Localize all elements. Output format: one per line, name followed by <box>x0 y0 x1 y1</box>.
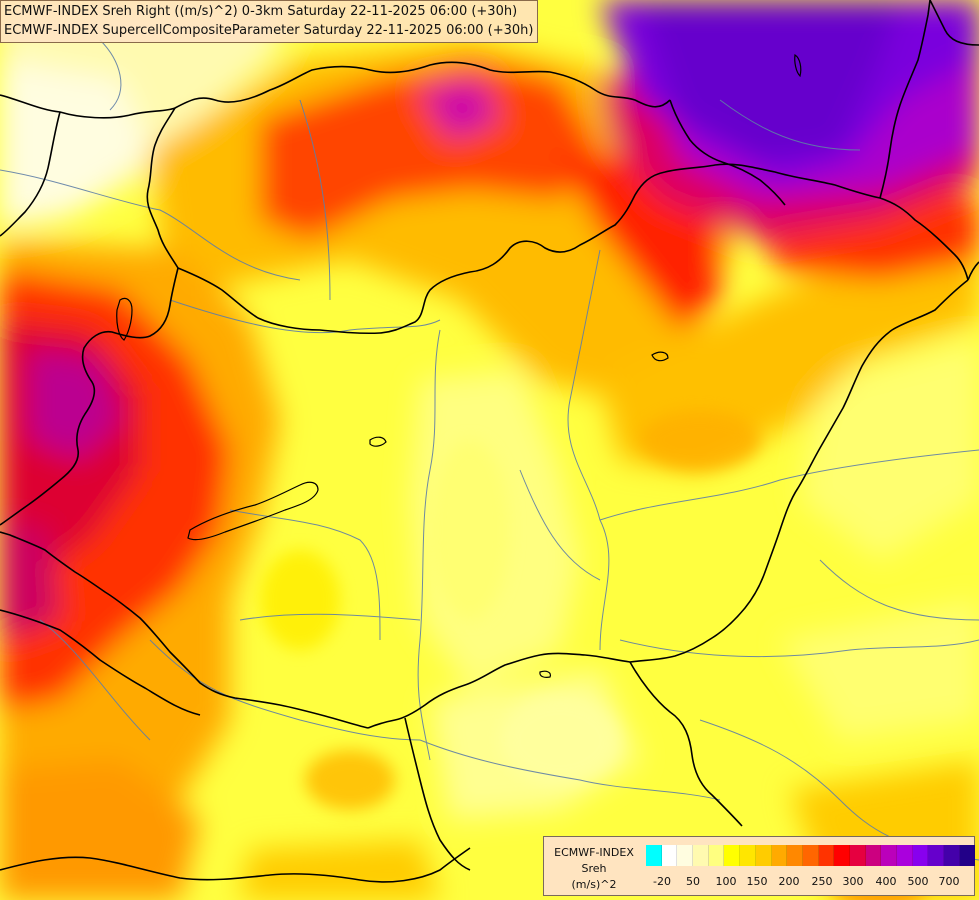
border-sk-ua <box>669 99 786 206</box>
legend-swatch <box>661 845 678 866</box>
border-west-far <box>0 111 61 237</box>
border-hu-rs <box>367 652 631 729</box>
border-at-hu <box>0 267 179 526</box>
legend-swatch <box>740 845 756 866</box>
legend-swatch <box>818 845 835 866</box>
legend-tick-label: 400 <box>875 875 897 888</box>
legend-swatch <box>849 845 866 866</box>
map-title-sreh: ECMWF-INDEX Sreh Right ((m/s)^2) 0-3km S… <box>4 4 518 19</box>
lake-small-1 <box>369 436 387 447</box>
legend-tick-label: 50 <box>686 875 700 888</box>
lake-small-2 <box>794 54 802 78</box>
border-ro-east <box>967 261 979 281</box>
legend-swatch <box>693 845 709 866</box>
map-title-box: ECMWF-INDEX Sreh Right ((m/s)^2) 0-3km S… <box>0 0 539 43</box>
border-hr-ba <box>0 847 471 883</box>
legend-tick-label: 150 <box>746 875 768 888</box>
legend-tick-label: 250 <box>811 875 833 888</box>
map-title-scp: ECMWF-INDEX SupercellCompositeParameter … <box>4 23 534 38</box>
legend-swatch <box>755 845 772 866</box>
border-hu-ro <box>629 279 969 663</box>
lake-neusiedl <box>116 297 133 341</box>
legend-unit: (m/s)^2 <box>571 878 617 891</box>
border-hu-hr <box>0 531 369 729</box>
legend-swatch <box>865 845 882 866</box>
legend-tick-label: 500 <box>907 875 929 888</box>
border-west-upper <box>146 107 179 269</box>
color-legend: ECMWF-INDEX Sreh (m/s)^2 -20 50 100 150 200 2… <box>543 836 976 896</box>
legend-swatch <box>881 845 897 866</box>
legend-swatch <box>897 845 913 866</box>
legend-swatch <box>724 845 741 866</box>
legend-swatch <box>646 845 662 866</box>
border-hu-sk <box>177 163 969 335</box>
legend-swatch <box>677 845 694 866</box>
border-southwest <box>0 609 201 716</box>
legend-swatch <box>802 845 819 866</box>
legend-swatch <box>928 845 945 866</box>
border-ba-rs <box>404 717 471 871</box>
legend-swatch <box>944 845 960 866</box>
lake-small-4 <box>651 351 669 362</box>
border-pl-cz <box>929 0 979 46</box>
legend-swatch <box>912 845 929 866</box>
legend-swatch <box>771 845 788 866</box>
legend-swatch <box>708 845 725 866</box>
legend-swatch <box>787 845 803 866</box>
legend-title: ECMWF-INDEX <box>554 846 634 859</box>
legend-tick-label: 200 <box>778 875 800 888</box>
legend-swatch <box>834 845 850 866</box>
border-ro-rs <box>629 661 743 827</box>
lake-small-3 <box>539 670 551 678</box>
legend-tick-label: -20 <box>653 875 671 888</box>
legend-color-bar <box>646 845 976 866</box>
lakes <box>116 54 802 678</box>
legend-tick-label: 700 <box>938 875 960 888</box>
lake-balaton <box>187 481 319 541</box>
legend-tick-label: 300 <box>842 875 864 888</box>
legend-variable: Sreh <box>581 862 607 875</box>
legend-tick-label: 100 <box>715 875 737 888</box>
border-ua-ro <box>879 0 931 199</box>
border-north <box>0 61 671 119</box>
legend-swatch <box>959 845 976 866</box>
